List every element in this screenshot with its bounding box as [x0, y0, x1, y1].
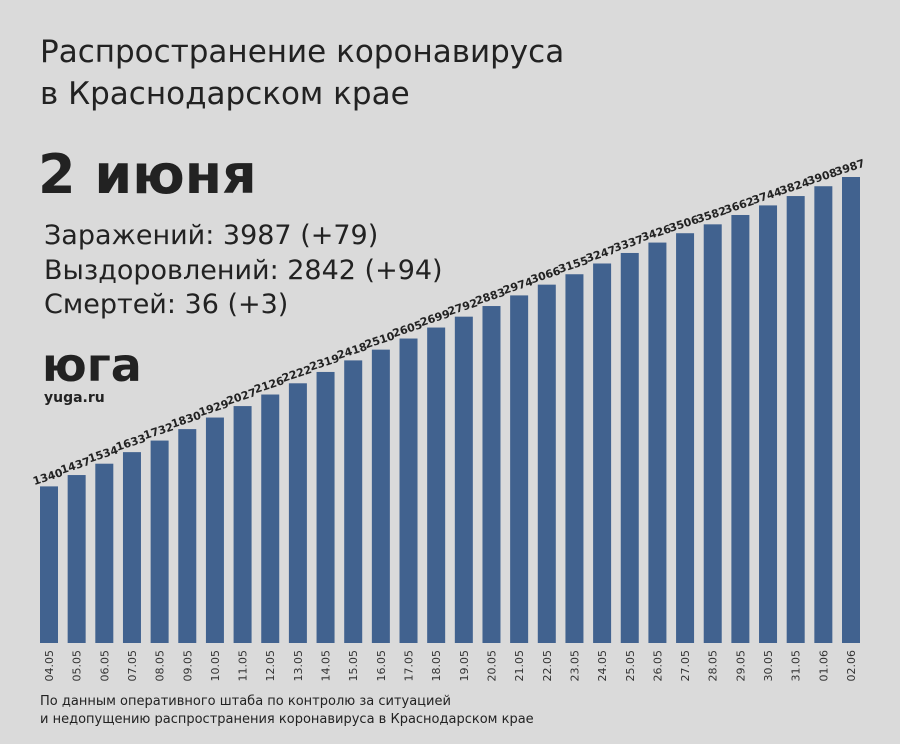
bar: [261, 394, 280, 643]
footer: и недопущению распространения коронавиру…: [40, 712, 534, 727]
bar: [95, 463, 114, 643]
bar: [399, 338, 418, 643]
x-tick-label: 31.05: [790, 650, 803, 682]
x-tick-label: 13.05: [292, 650, 305, 682]
bar: [288, 383, 307, 643]
bar: [178, 429, 197, 643]
bar: [67, 475, 86, 643]
date: 2 июня: [38, 143, 257, 206]
bar: [233, 406, 252, 643]
x-tick-label: 17.05: [403, 650, 416, 682]
x-tick-label: 20.05: [485, 650, 498, 682]
x-tick-label: 11.05: [237, 650, 250, 682]
bar: [537, 284, 556, 643]
stat: Выздоровлений: 2842 (+94): [44, 255, 443, 286]
x-tick-label: 27.05: [679, 650, 692, 682]
bar: [676, 233, 695, 643]
x-tick-label: 09.05: [181, 650, 194, 682]
x-tick-label: 23.05: [568, 650, 581, 682]
x-tick-label: 15.05: [347, 650, 360, 682]
logo: юга: [42, 338, 142, 392]
bar: [150, 440, 169, 643]
bar: [620, 252, 639, 643]
x-tick-label: 12.05: [264, 650, 277, 682]
bar: [344, 360, 363, 643]
bar: [565, 274, 584, 643]
x-tick-label: 30.05: [762, 650, 775, 682]
x-tick-label: 01.06: [817, 650, 830, 682]
bar: [40, 486, 58, 643]
x-tick-label: 07.05: [126, 650, 139, 682]
x-tick-label: 19.05: [458, 650, 471, 682]
site: yuga.ru: [44, 390, 105, 406]
bar: [842, 177, 860, 643]
bar: [593, 263, 612, 643]
x-tick-label: 16.05: [375, 650, 388, 682]
bar: [814, 186, 833, 643]
footer: По данным оперативного штаба по контролю…: [40, 694, 451, 709]
bar: [703, 224, 722, 643]
title: в Краснодарском крае: [40, 76, 410, 112]
x-tick-label: 05.05: [71, 650, 84, 682]
x-tick-label: 04.05: [43, 650, 56, 682]
x-tick-label: 24.05: [596, 650, 609, 682]
x-tick-label: 06.05: [98, 650, 111, 682]
x-tick-label: 10.05: [209, 650, 222, 682]
bar: [759, 205, 778, 644]
bar: [205, 417, 224, 643]
bar: [731, 214, 750, 643]
x-tick-label: 26.05: [651, 650, 664, 682]
bar: [786, 196, 805, 643]
x-tick-label: 14.05: [320, 650, 333, 682]
bar: [648, 242, 667, 644]
stat: Заражений: 3987 (+79): [44, 220, 378, 251]
bar: [316, 371, 335, 643]
bar: [482, 306, 501, 643]
x-tick-label: 02.06: [845, 650, 858, 682]
title: Распространение коронавируса: [40, 34, 564, 70]
x-tick-label: 18.05: [430, 650, 443, 682]
x-tick-label: 21.05: [513, 650, 526, 682]
x-tick-label: 08.05: [154, 650, 167, 682]
bar: [454, 316, 473, 643]
x-tick-label: 25.05: [624, 650, 637, 682]
bar: [371, 349, 390, 643]
x-tick-label: 29.05: [734, 650, 747, 682]
x-tick-label: 28.05: [707, 650, 720, 682]
bar: [427, 327, 446, 643]
x-tick-label: 22.05: [541, 650, 554, 682]
bar: [122, 452, 141, 643]
stat: Смертей: 36 (+3): [44, 289, 288, 320]
bar: [510, 295, 529, 643]
